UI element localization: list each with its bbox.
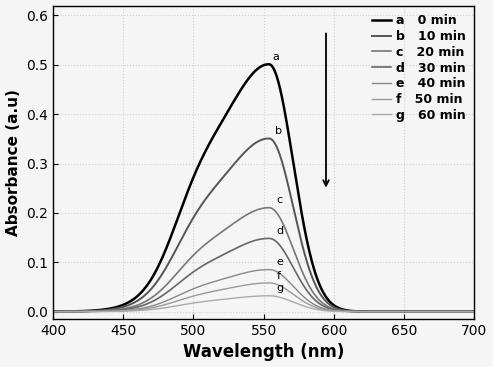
Text: d: d <box>276 226 283 236</box>
X-axis label: Wavelength (nm): Wavelength (nm) <box>183 344 344 361</box>
Legend: a   0 min, b   10 min, c   20 min, d   30 min, e   40 min, f   50 min, g   60 mi: a 0 min, b 10 min, c 20 min, d 30 min, e… <box>369 12 468 124</box>
Text: e: e <box>276 257 283 267</box>
Text: b: b <box>275 126 282 137</box>
Text: c: c <box>276 196 282 206</box>
Text: f: f <box>276 270 281 280</box>
Y-axis label: Absorbance (a.u): Absorbance (a.u) <box>5 89 21 236</box>
Text: a: a <box>272 52 279 62</box>
Text: g: g <box>276 283 283 293</box>
